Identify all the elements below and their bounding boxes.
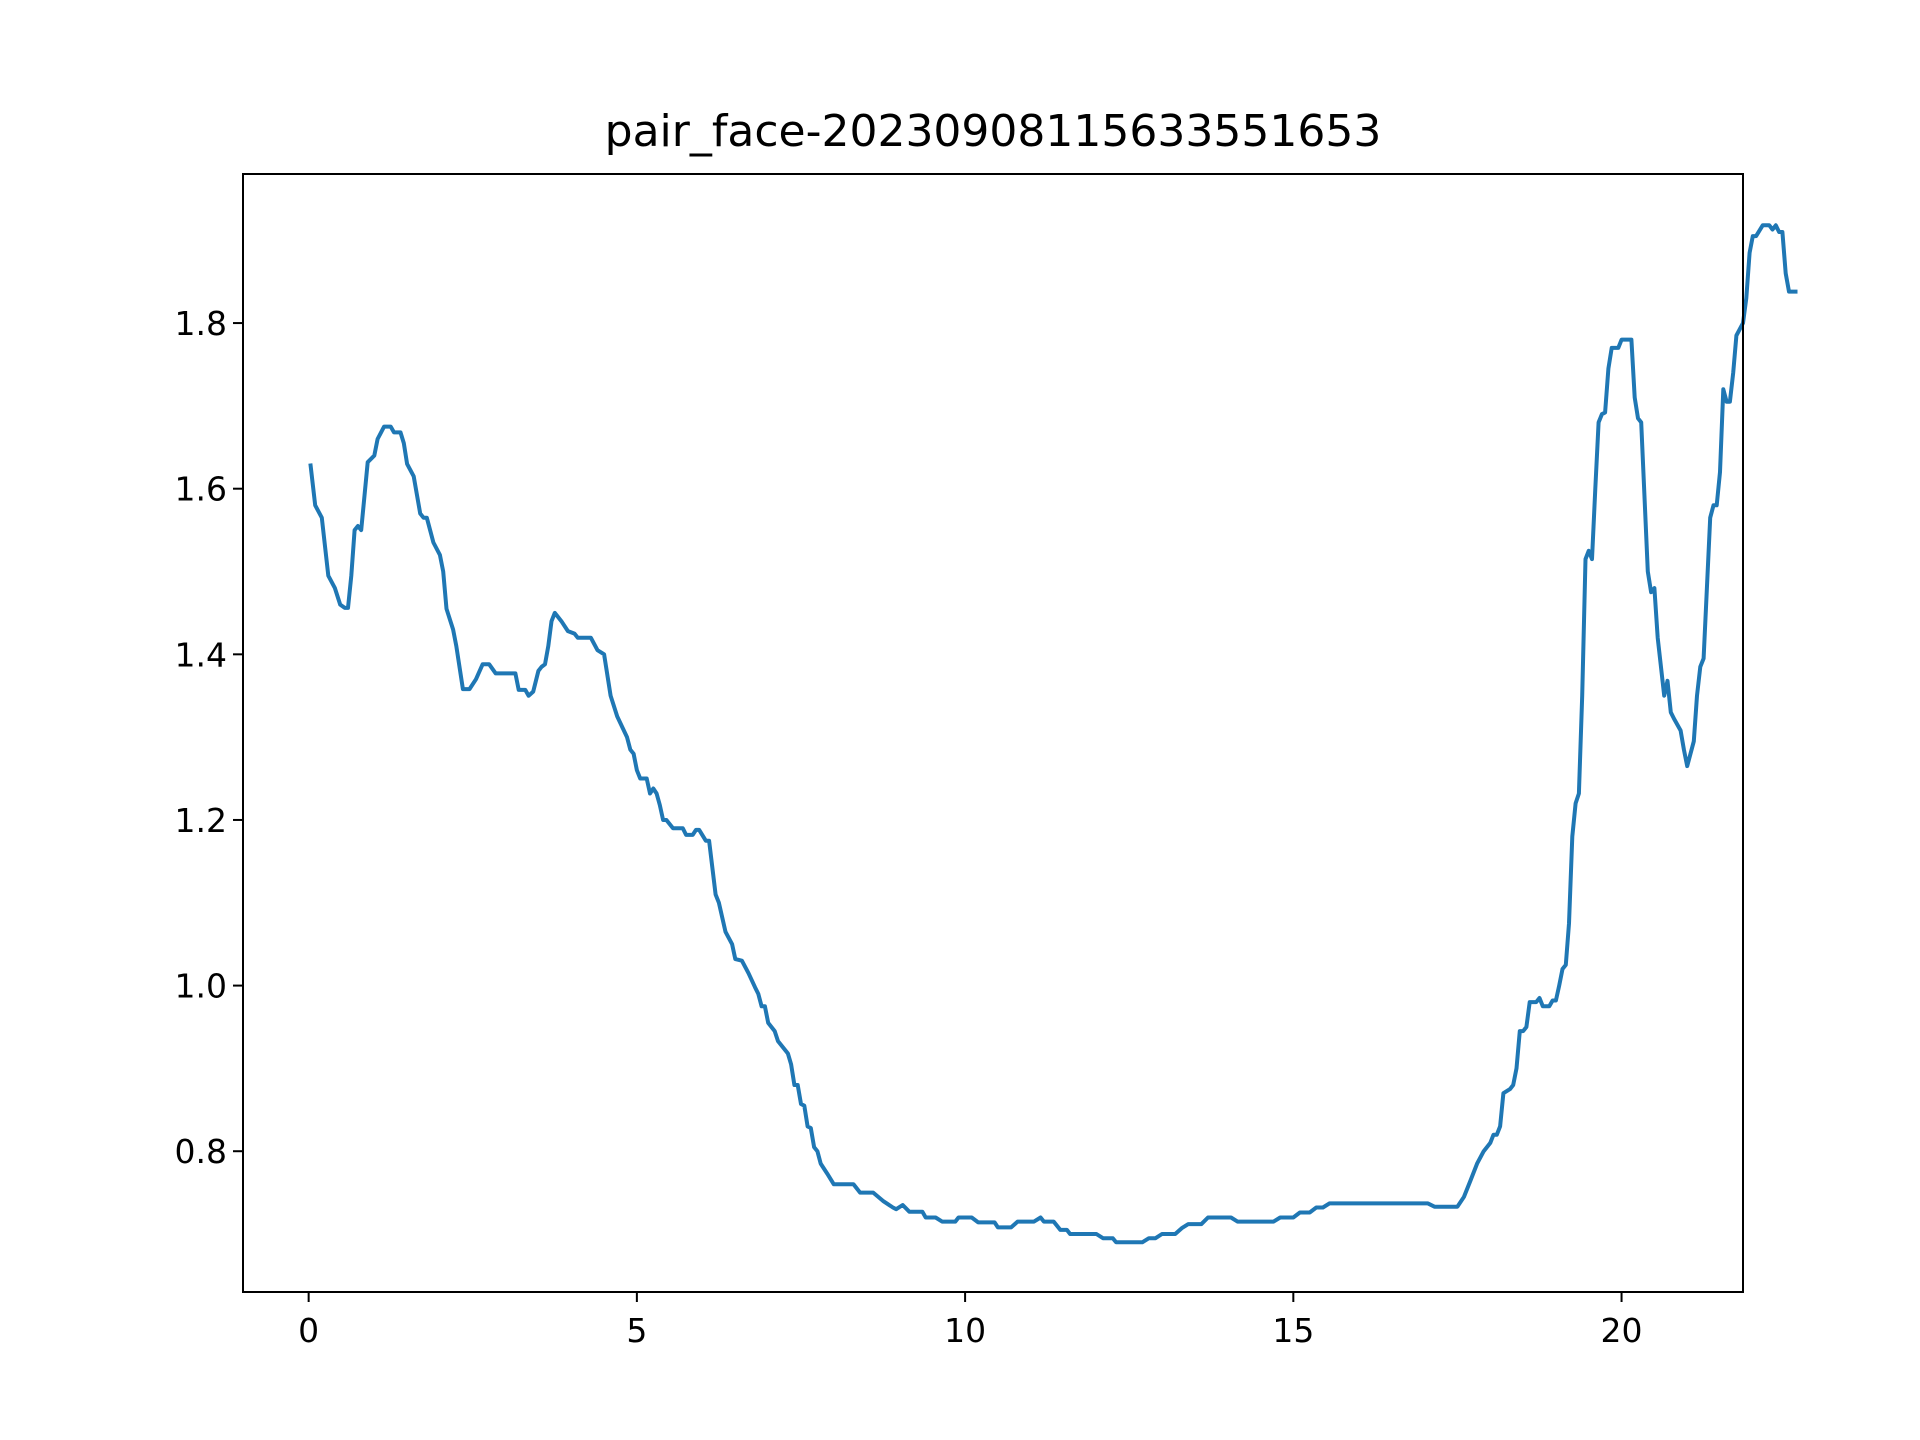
- plot-frame: [242, 173, 1744, 1293]
- x-tick-label: 20: [1601, 1311, 1643, 1350]
- series-line: [308, 223, 1798, 1245]
- y-tick-label: 1.8: [175, 304, 227, 343]
- x-axis: 0 5 10 15 20: [298, 1292, 1643, 1350]
- y-axis: 0.8 1.0 1.2 1.4 1.6 1.8: [175, 304, 243, 1171]
- y-tick-label: 0.8: [175, 1132, 227, 1171]
- chart-title: pair_face-20230908115633551653: [605, 106, 1382, 157]
- y-tick-label: 1.2: [175, 801, 227, 840]
- x-tick-label: 5: [626, 1311, 647, 1350]
- x-tick-label: 0: [298, 1311, 319, 1350]
- x-tick-label: 15: [1272, 1311, 1314, 1350]
- y-tick-label: 1.6: [175, 470, 227, 509]
- y-tick-label: 1.4: [175, 635, 227, 674]
- y-tick-label: 1.0: [175, 967, 227, 1006]
- x-tick-label: 10: [944, 1311, 986, 1350]
